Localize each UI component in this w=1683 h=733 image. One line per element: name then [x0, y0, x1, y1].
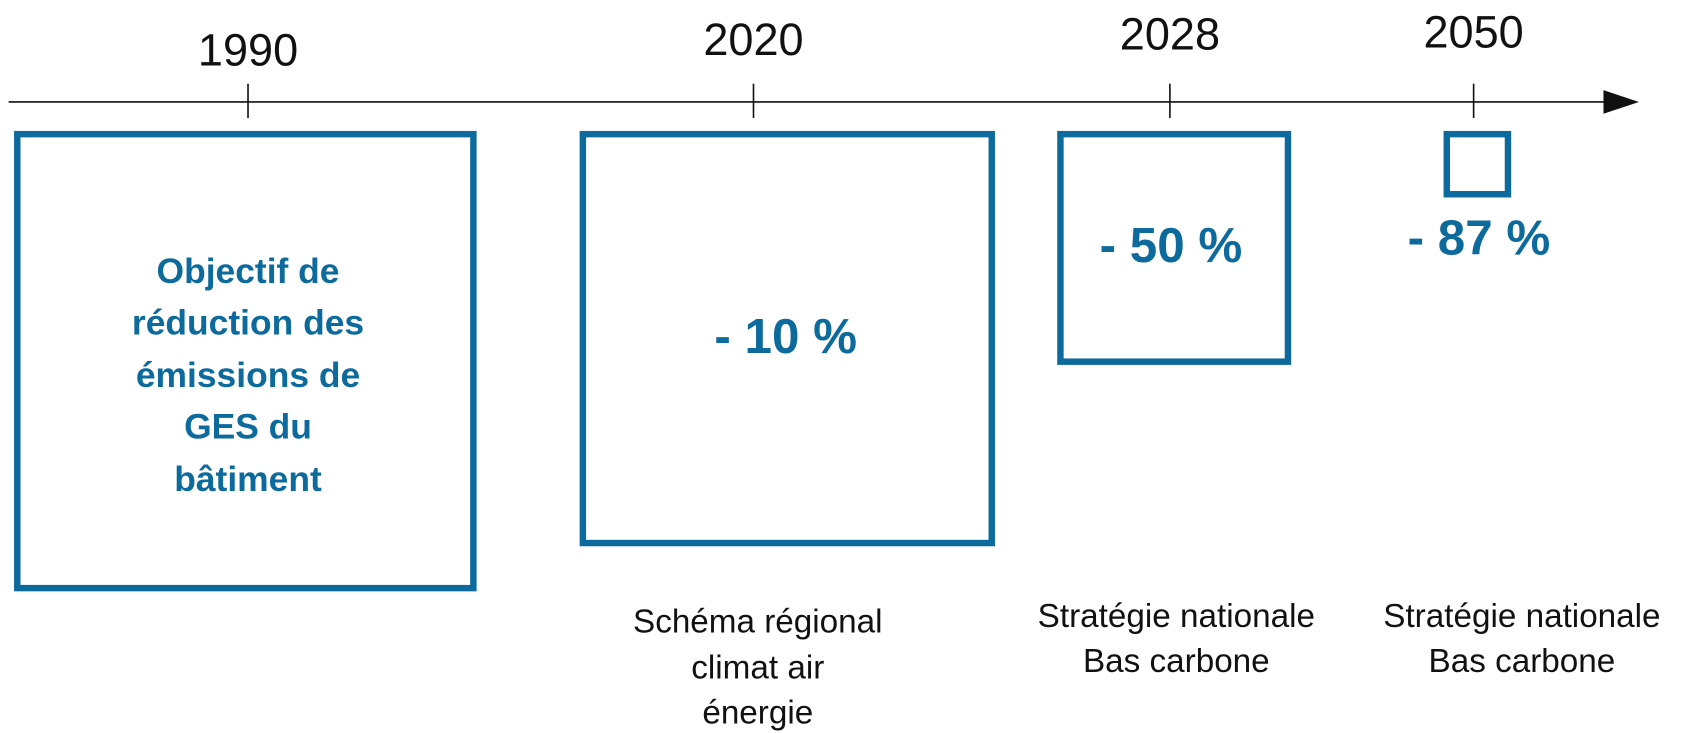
box — [1443, 130, 1512, 198]
box-label: bâtiment — [174, 459, 322, 499]
caption: Stratégie nationale — [1038, 598, 1315, 635]
year: 2020 — [703, 14, 803, 65]
caption: énergie — [702, 695, 813, 732]
box-label: émissions de — [136, 355, 360, 395]
caption: climat air — [691, 649, 824, 686]
caption: Bas carbone — [1083, 643, 1270, 680]
box-label: réduction des — [132, 303, 364, 343]
year: 2028 — [1120, 8, 1220, 59]
box — [1057, 130, 1292, 365]
box — [579, 130, 995, 547]
axis-arrow — [1603, 90, 1639, 114]
caption: Schéma régional — [633, 603, 883, 640]
reduction-value: - 50 % — [1100, 218, 1243, 273]
box-label: GES du — [184, 407, 312, 447]
box — [14, 130, 477, 592]
box-label: Objectif de — [157, 251, 340, 291]
year: 1990 — [198, 25, 298, 76]
caption: Stratégie nationale — [1383, 598, 1660, 635]
reduction-value: - 87 % — [1408, 211, 1551, 266]
caption: Bas carbone — [1429, 643, 1616, 680]
reduction-value: - 10 % — [714, 309, 857, 364]
year: 2050 — [1423, 6, 1523, 57]
